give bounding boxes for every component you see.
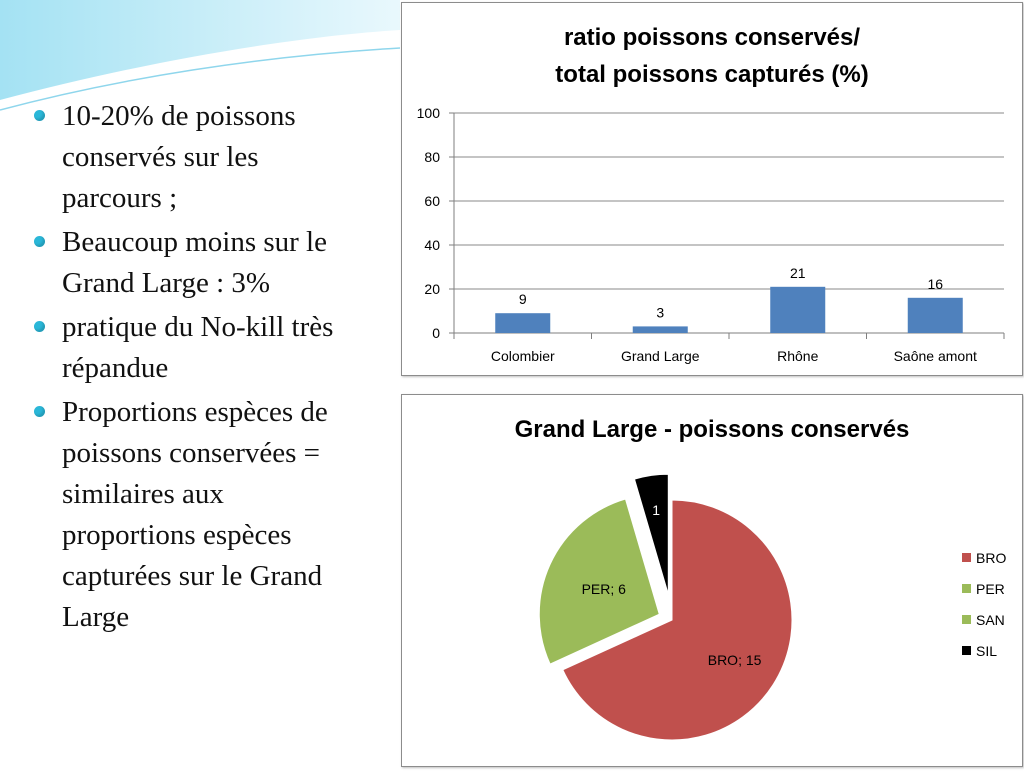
pie-slice-bro bbox=[562, 499, 793, 741]
y-tick-label: 100 bbox=[417, 105, 441, 121]
legend-label: PER bbox=[976, 581, 1005, 597]
y-tick-label: 80 bbox=[424, 149, 440, 165]
background-wave bbox=[0, 0, 400, 111]
legend-label: BRO bbox=[976, 550, 1006, 566]
y-tick-label: 20 bbox=[424, 281, 440, 297]
bullet-text: pratique du No-kill très répandue bbox=[62, 311, 334, 384]
pie-slice-sil bbox=[633, 473, 669, 595]
bar bbox=[770, 286, 826, 333]
bullet-item: pratique du No-kill très répandue bbox=[34, 307, 364, 389]
pie-chart-frame: Grand Large - poissons conservés BRO; 15… bbox=[401, 394, 1023, 767]
pie-chart-title: Grand Large - poissons conservés bbox=[515, 416, 910, 443]
pie-slice-label: PER; 6 bbox=[582, 581, 627, 597]
legend-swatch bbox=[962, 615, 971, 624]
legend-label: SAN bbox=[976, 612, 1005, 628]
legend-swatch bbox=[962, 646, 971, 655]
bullet-list: 10-20% de poissons conservés sur les par… bbox=[34, 96, 364, 641]
bar-chart-title-line-1: ratio poissons conservés/ bbox=[564, 24, 860, 51]
bar-value-label: 9 bbox=[519, 291, 527, 307]
legend-swatch bbox=[962, 553, 971, 562]
y-tick-label: 0 bbox=[432, 325, 440, 341]
bar bbox=[495, 313, 551, 333]
bar bbox=[907, 297, 963, 333]
x-tick-label: Saône amont bbox=[894, 348, 977, 364]
bullet-text: Beaucoup moins sur le Grand Large : 3% bbox=[62, 226, 327, 299]
bullet-text: Proportions espèces de poissons conservé… bbox=[62, 396, 328, 633]
bar-value-label: 3 bbox=[656, 304, 664, 320]
bullet-icon bbox=[34, 406, 45, 417]
pie-chart: Grand Large - poissons conservés BRO; 15… bbox=[515, 416, 1006, 741]
pie-slice-label: 1 bbox=[652, 502, 660, 518]
bullet-icon bbox=[34, 321, 45, 332]
legend-label: SIL bbox=[976, 643, 997, 659]
bullet-item: 10-20% de poissons conservés sur les par… bbox=[34, 96, 364, 219]
legend-swatch bbox=[962, 584, 971, 593]
x-tick-label: Grand Large bbox=[621, 348, 700, 364]
bullet-item: Beaucoup moins sur le Grand Large : 3% bbox=[34, 222, 364, 304]
bar-value-label: 21 bbox=[790, 265, 806, 281]
pie-slice-label: BRO; 15 bbox=[708, 652, 762, 668]
y-tick-label: 60 bbox=[424, 193, 440, 209]
bar-chart-title-line-2: total poissons capturés (%) bbox=[555, 61, 868, 88]
bar-value-label: 16 bbox=[927, 276, 943, 292]
bar-chart-frame: ratio poissons conservés/ total poissons… bbox=[401, 2, 1023, 376]
bullet-icon bbox=[34, 110, 45, 121]
x-tick-label: Colombier bbox=[491, 348, 555, 364]
bar-chart: ratio poissons conservés/ total poissons… bbox=[417, 24, 1005, 364]
x-tick-label: Rhône bbox=[777, 348, 818, 364]
bullet-icon bbox=[34, 236, 45, 247]
bullet-item: Proportions espèces de poissons conservé… bbox=[34, 392, 364, 638]
pie-slice-per bbox=[538, 498, 660, 665]
y-tick-label: 40 bbox=[424, 237, 440, 253]
bar bbox=[632, 326, 688, 333]
bullet-text: 10-20% de poissons conservés sur les par… bbox=[62, 100, 296, 214]
